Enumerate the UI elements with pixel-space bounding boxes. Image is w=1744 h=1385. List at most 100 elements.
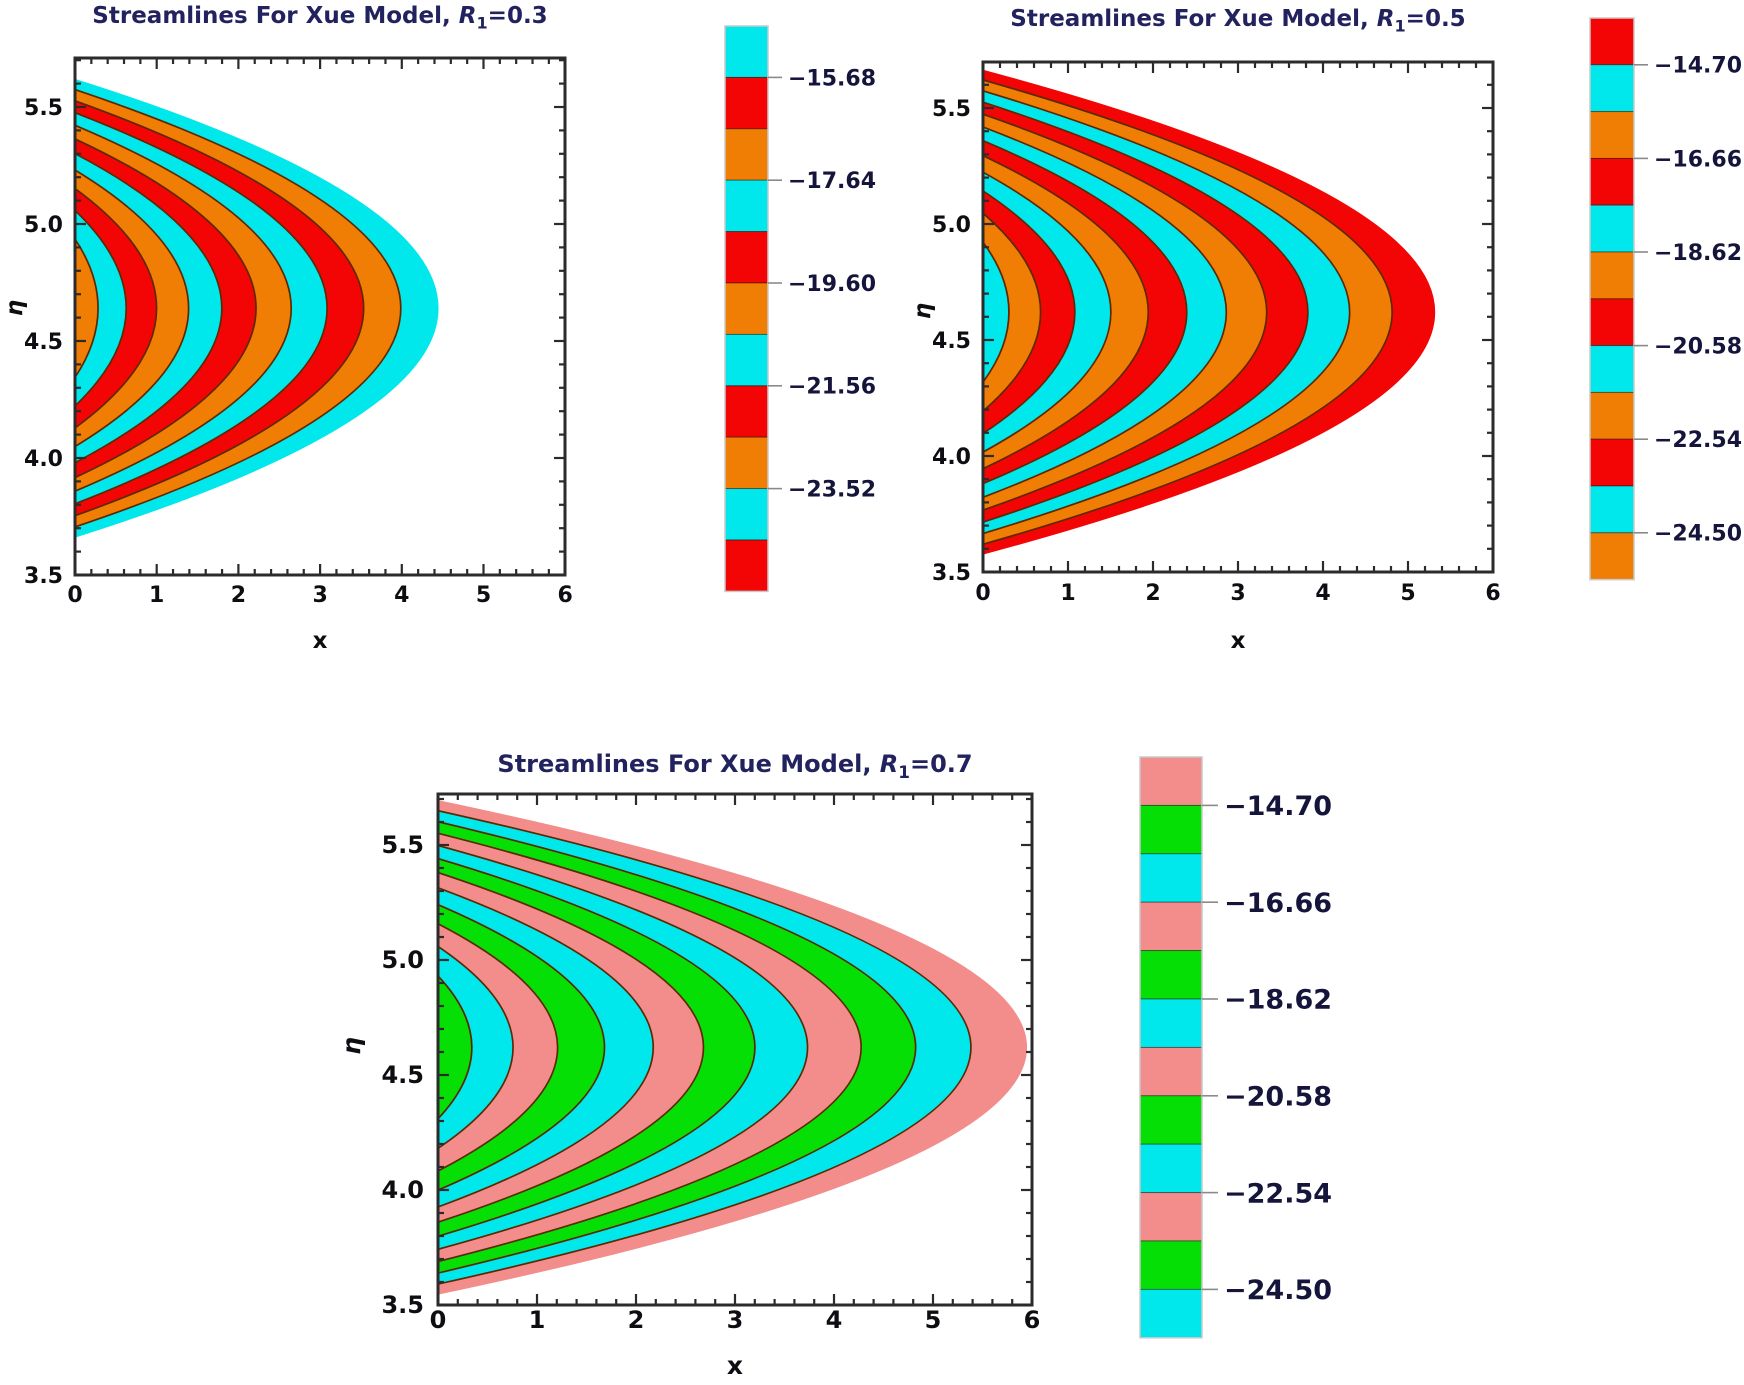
contour-band [983, 240, 1010, 384]
x-tick-label: 5 [1400, 581, 1415, 606]
colorbar-label: −14.70 [1224, 791, 1332, 822]
contour-band [75, 237, 99, 379]
colorbar-segment [724, 231, 769, 284]
y-axis-label: η [2, 300, 28, 316]
colorbar-label: −21.56 [788, 375, 876, 400]
colorbar-segment [724, 179, 769, 233]
x-tick-label: 5 [476, 583, 491, 608]
x-tick-label: 1 [149, 583, 164, 608]
colorbar-label: −20.58 [1224, 1082, 1332, 1113]
x-tick-label: 6 [558, 583, 573, 608]
x-tick-label: 0 [67, 583, 82, 608]
colorbar-segment [1139, 804, 1203, 855]
y-tick-label: 5.5 [24, 96, 63, 121]
plot-1-title-text: Streamlines For Xue Model, [92, 3, 459, 29]
plot-3-title-var: R [879, 750, 899, 778]
x-tick-label: 3 [312, 583, 327, 608]
axis-ticks [981, 62, 1495, 574]
plot-1-title-sub: 1 [476, 13, 488, 33]
x-tick-label: 5 [925, 1306, 942, 1334]
plot-3-title-sub: 1 [898, 761, 910, 782]
colorbar-label: −18.62 [1654, 241, 1742, 266]
colorbar-border [724, 25, 769, 593]
x-axis-label: x [727, 1351, 743, 1380]
colorbar-label: −24.50 [1224, 1275, 1332, 1306]
plot-svg-1: 0 1 2 3 4 5 6 5.5 5.0 4.5 4.0 3.5 x η −15.68 −17.64 −19.… [2, 25, 876, 654]
y-tick-label: 5.0 [932, 213, 971, 238]
x-tick-label: 2 [231, 583, 246, 608]
colorbar-label: −16.66 [1224, 888, 1332, 919]
axis-ticks [73, 58, 567, 577]
colorbar-segment [724, 385, 769, 438]
x-tick-label: 2 [628, 1306, 645, 1334]
colorbar-label: −22.54 [1654, 428, 1742, 453]
y-tick-label: 4.5 [24, 330, 63, 355]
colorbar-segment [1589, 345, 1635, 393]
plot-1-title: Streamlines For Xue Model, R1=0.3 [75, 3, 565, 33]
contour-band [983, 212, 1042, 413]
colorbar-label: −17.64 [788, 169, 876, 194]
y-tick-label: 4.5 [932, 329, 971, 354]
contour-band [438, 974, 473, 1121]
colorbar-segment [724, 25, 769, 78]
colorbar-segment [724, 282, 769, 335]
colorbar: −14.70 −16.66 −18.62 −20.58 −22.54 −24.50 [1139, 756, 1332, 1339]
colorbar-segment [1589, 157, 1635, 206]
plot-3-title: Streamlines For Xue Model, R1=0.7 [438, 750, 1032, 782]
colorbar-segment [724, 539, 769, 592]
y-tick-label: 3.5 [932, 561, 971, 586]
colorbar-label: −16.66 [1654, 147, 1742, 172]
colorbar-segment [1139, 1240, 1203, 1290]
plot-3-title-text: Streamlines For Xue Model, [497, 750, 880, 778]
colorbar-segment [1589, 298, 1635, 347]
x-tick-label: 1 [529, 1306, 546, 1334]
colorbar-segment [1139, 756, 1203, 806]
x-tick-label: 6 [1024, 1306, 1041, 1334]
x-tick-label: 4 [1315, 581, 1330, 606]
y-tick-label: 4.5 [381, 1061, 424, 1089]
colorbar-segment [724, 488, 769, 541]
colorbar-label: −15.68 [788, 66, 876, 91]
colorbar-segment [1589, 485, 1635, 534]
colorbar: −15.68 −17.64 −19.60 −21.56 −23.52 [724, 25, 876, 593]
plot-svg-2: 0 1 2 3 4 5 6 5.5 5.0 4.5 4.0 3.5 x η −14.70 −16.66 −18.… [910, 17, 1742, 654]
plot-2-title: Streamlines For Xue Model, R1=0.5 [983, 6, 1493, 36]
colorbar-segment [1139, 1095, 1203, 1145]
contour-bands [438, 800, 1028, 1295]
y-tick-label: 3.5 [381, 1291, 424, 1319]
plot-1-title-var: R [458, 3, 477, 29]
x-tick-label: 4 [394, 583, 409, 608]
y-tick-label: 3.5 [24, 564, 63, 589]
plot-2-title-text: Streamlines For Xue Model, [1010, 6, 1377, 32]
y-tick-label: 4.0 [381, 1176, 424, 1204]
colorbar-label: −18.62 [1224, 985, 1332, 1016]
colorbar-label: −22.54 [1224, 1178, 1332, 1209]
colorbar-segment [1139, 950, 1203, 1000]
colorbar-segment [1139, 1192, 1203, 1242]
colorbar-border [1139, 756, 1203, 1339]
x-tick-label: 3 [1230, 581, 1245, 606]
colorbar-segment [1139, 1288, 1203, 1339]
x-tick-label: 0 [430, 1306, 447, 1334]
colorbar-segment [1589, 64, 1635, 113]
colorbar-segment [1589, 438, 1635, 487]
colorbar-segment [1139, 998, 1203, 1048]
contour-bands [75, 78, 439, 538]
colorbar-segment [1139, 1046, 1203, 1097]
colorbar-segment [1589, 111, 1635, 159]
x-tick-label: 6 [1485, 581, 1500, 606]
colorbar-segment [1139, 1143, 1203, 1194]
colorbar-segment [724, 128, 769, 181]
colorbar-label: −24.50 [1654, 522, 1742, 547]
colorbar-segment [1589, 391, 1635, 440]
y-axis-label: η [910, 303, 936, 319]
contour-band [75, 209, 128, 408]
axis-ticks [436, 794, 1034, 1307]
x-tick-label: 3 [727, 1306, 744, 1334]
y-axis-label: η [337, 1037, 366, 1055]
colorbar-label: −23.52 [788, 478, 876, 503]
plot-2-title-sub: 1 [1394, 16, 1406, 36]
colorbar-border [1589, 17, 1635, 581]
x-tick-label: 2 [1145, 581, 1160, 606]
